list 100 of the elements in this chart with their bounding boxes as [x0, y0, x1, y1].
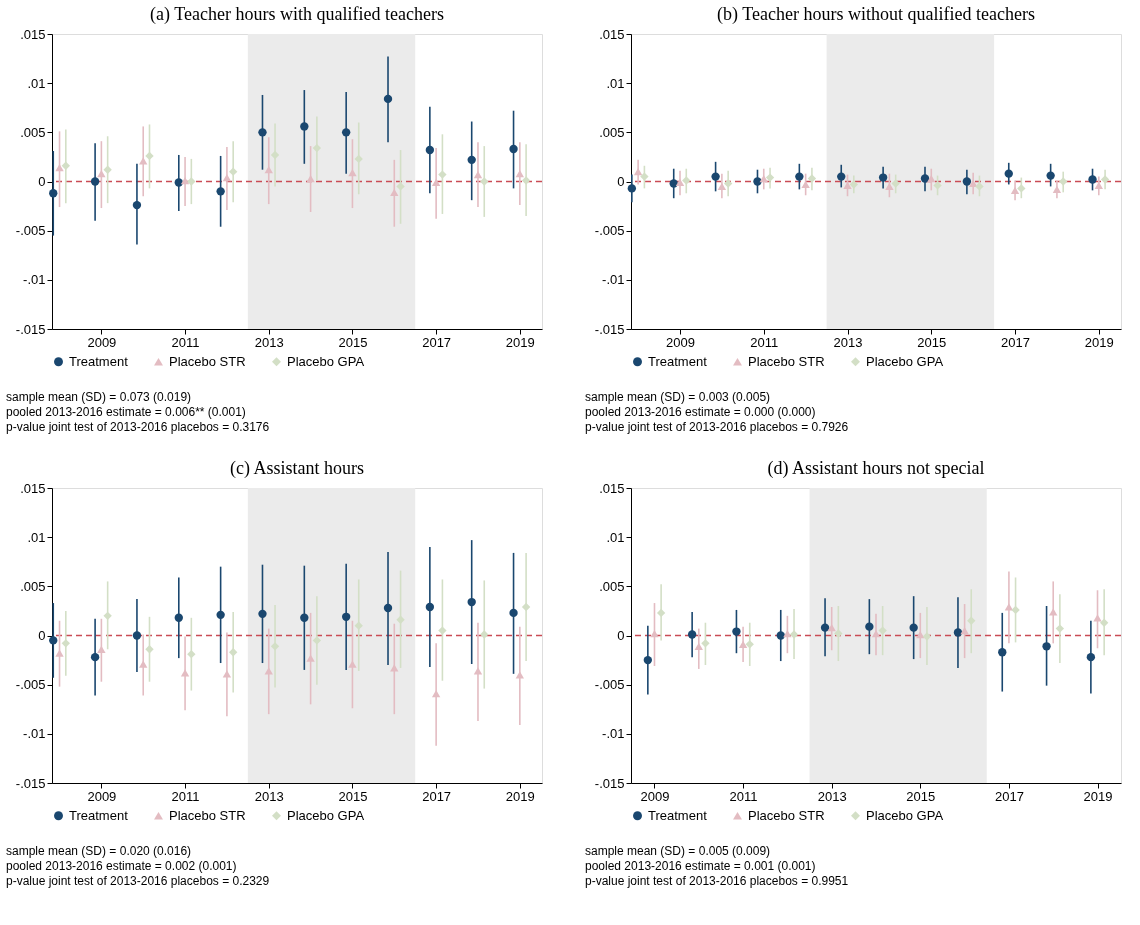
point — [354, 621, 363, 630]
point — [425, 145, 435, 155]
point — [909, 623, 918, 632]
point — [270, 642, 280, 651]
y-tick-label: 0 — [38, 174, 46, 189]
point — [1004, 169, 1013, 178]
text: p-value joint test of 2013-2016 placebos = 0.7926 — [585, 420, 849, 434]
y-tick-label: -.015 — [15, 775, 46, 791]
point — [312, 143, 322, 153]
y-tick-label: -.015 — [594, 321, 625, 337]
y-tick-label: 0 — [617, 174, 625, 189]
legend-label: Treatment — [69, 807, 129, 823]
x-tick-label: 2015 — [338, 334, 368, 350]
point — [145, 645, 154, 654]
y-tick-label: -.01 — [602, 726, 625, 742]
y-tick-label: 0 — [617, 628, 625, 643]
point — [701, 639, 710, 648]
point — [264, 667, 273, 675]
point — [801, 180, 810, 189]
point — [187, 177, 196, 186]
point — [515, 671, 525, 679]
point — [61, 161, 70, 170]
legend-label: Treatment — [648, 807, 708, 823]
x-tick-label: 2011 — [750, 334, 779, 350]
chart-title: (c) Assistant hours — [230, 458, 364, 479]
point — [717, 182, 727, 191]
point — [891, 179, 900, 188]
point — [174, 613, 183, 622]
point — [922, 632, 932, 641]
point — [776, 631, 785, 640]
point — [1011, 605, 1020, 615]
legend-label: Placebo GPA — [866, 353, 944, 369]
point — [1093, 614, 1102, 622]
x-tick-label: 2017 — [994, 788, 1024, 804]
point — [438, 170, 447, 179]
point — [643, 655, 653, 665]
x-tick-label: 2011 — [171, 788, 200, 804]
y-tick-label: -.015 — [15, 321, 46, 337]
point — [521, 602, 531, 612]
point — [878, 173, 888, 182]
x-tick-label: 2013 — [817, 788, 847, 804]
y-tick-label: .015 — [599, 26, 625, 42]
point — [187, 650, 196, 659]
point — [953, 628, 963, 637]
point — [723, 179, 733, 188]
point — [795, 172, 804, 181]
point — [656, 608, 666, 618]
x-tick-label: 2015 — [338, 788, 368, 804]
point — [687, 630, 697, 639]
point — [1046, 171, 1055, 180]
point — [139, 660, 148, 668]
chart-title: (d) Assistant hours not special — [767, 458, 985, 479]
point — [258, 128, 267, 137]
point — [682, 176, 691, 185]
point — [55, 164, 64, 172]
point — [878, 626, 887, 635]
point — [732, 627, 741, 636]
point — [1088, 175, 1097, 184]
point — [216, 610, 225, 620]
point — [975, 182, 984, 191]
legend-label: Placebo STR — [748, 353, 825, 369]
x-tick-label: 2009 — [666, 334, 695, 350]
x-tick-label: 2019 — [1083, 788, 1113, 804]
point — [49, 636, 58, 645]
point — [633, 168, 643, 176]
y-tick-label: -.01 — [23, 726, 46, 742]
point — [258, 609, 267, 619]
point — [515, 170, 525, 178]
point — [396, 615, 405, 624]
point — [789, 630, 799, 639]
point — [745, 640, 754, 649]
chart-title: (b) Teacher hours without qualified teachers — [717, 4, 1035, 25]
point — [1055, 624, 1065, 633]
point — [383, 603, 393, 613]
point — [174, 178, 183, 187]
y-tick-label: .01 — [27, 529, 46, 545]
y-tick-label: -.015 — [594, 775, 625, 791]
point — [627, 184, 637, 193]
point — [97, 170, 106, 178]
point — [312, 636, 322, 645]
point — [834, 629, 843, 638]
point — [827, 624, 836, 632]
x-tick-label: 2011 — [729, 788, 758, 804]
x-tick-label: 2015 — [906, 788, 936, 804]
text: sample mean (SD) = 0.005 (0.009) — [585, 844, 771, 858]
point — [431, 178, 441, 187]
point — [216, 187, 225, 196]
point — [103, 165, 112, 174]
x-tick-label: 2013 — [254, 788, 284, 804]
y-tick-label: .015 — [20, 26, 46, 42]
point — [438, 626, 447, 635]
point — [61, 639, 70, 648]
point — [90, 177, 100, 186]
legend-label: Placebo STR — [169, 807, 246, 823]
point — [765, 173, 775, 182]
point — [55, 649, 64, 657]
y-tick-label: .005 — [20, 124, 46, 140]
point — [180, 669, 190, 677]
point — [396, 182, 405, 191]
point — [383, 94, 393, 104]
